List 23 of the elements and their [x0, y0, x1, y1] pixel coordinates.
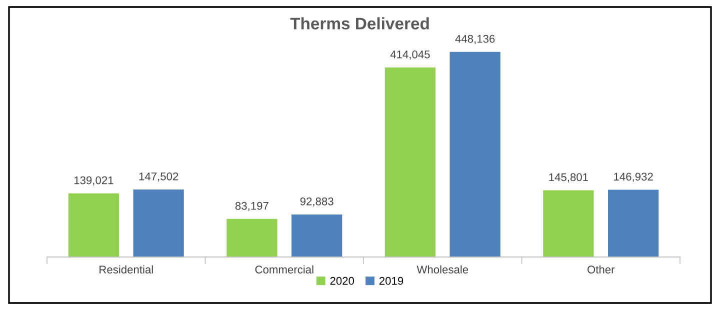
data-label: 145,801: [549, 173, 588, 182]
data-label: 83,197: [235, 202, 268, 212]
bar: [291, 214, 342, 257]
bar: [226, 218, 278, 257]
legend-label: 2020: [330, 276, 354, 285]
bar: [133, 189, 184, 257]
data-label: 414,045: [390, 50, 430, 60]
bar: [450, 52, 500, 257]
bar: [68, 193, 120, 257]
x-tick-label: Residential: [100, 265, 153, 274]
bar: [384, 68, 436, 257]
data-label: 448,136: [455, 34, 495, 44]
x-tick-label: Wholesale: [416, 265, 468, 274]
bar: [543, 190, 594, 257]
legend-label: 2019: [379, 276, 404, 285]
bar: [608, 190, 659, 257]
x-tick-label: Commercial: [255, 265, 314, 274]
chart-title: Therms Delivered: [290, 17, 429, 30]
x-tick-label: Other: [588, 265, 615, 274]
data-label: 139,021: [74, 176, 114, 186]
data-label: 146,932: [614, 172, 653, 182]
data-label: 147,502: [139, 172, 178, 182]
data-label: 92,883: [300, 197, 334, 207]
